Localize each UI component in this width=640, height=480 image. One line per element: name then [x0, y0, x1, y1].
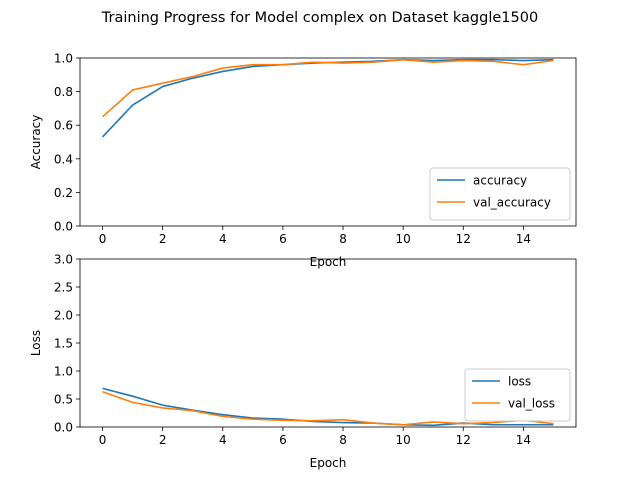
loss-x-tick-label: 6	[279, 433, 287, 447]
accuracy-y-tick-label: 0.8	[54, 85, 73, 99]
loss-plot-frame	[79, 258, 577, 428]
loss-x-tick-label: 10	[396, 433, 411, 447]
accuracy-x-tick-label: 6	[279, 232, 287, 246]
series-line-accuracy	[101, 58, 554, 138]
accuracy-x-tick-label: 8	[339, 232, 347, 246]
legend-label-accuracy: accuracy	[473, 174, 527, 188]
accuracy-y-axis-label: Accuracy	[29, 115, 43, 170]
loss-x-tick-label: 12	[456, 433, 471, 447]
accuracy-x-tick-label: 0	[99, 232, 107, 246]
loss-x-tick-label: 0	[99, 433, 107, 447]
series-line-val-loss	[102, 390, 554, 426]
accuracy-subplot: 0 2 4 6 8 10 12 14 0.0 0.2 0.4 0.6 0.8 1.0 Epoch Accura…	[29, 52, 577, 269]
accuracy-y-tick-label: 0.4	[54, 152, 73, 166]
accuracy-y-tick-label: 0.6	[54, 119, 73, 133]
accuracy-x-tick-label: 12	[456, 232, 471, 246]
loss-y-tick-label: 0.0	[54, 421, 73, 435]
loss-x-tick-label: 14	[516, 433, 531, 447]
legend-label-val-loss: val_loss	[508, 397, 555, 411]
accuracy-x-axis-label: Epoch	[310, 255, 347, 269]
loss-y-tick-label: 0.5	[54, 393, 73, 407]
accuracy-x-tick-label: 4	[219, 232, 227, 246]
accuracy-legend	[429, 167, 571, 221]
accuracy-plot-frame	[79, 57, 577, 227]
accuracy-x-tick-label: 10	[396, 232, 411, 246]
loss-y-tick-label: 1.0	[54, 365, 73, 379]
loss-y-tick-label: 1.5	[54, 337, 73, 351]
accuracy-x-tick-label: 14	[516, 232, 531, 246]
loss-legend	[464, 368, 571, 422]
loss-y-axis-label: Loss	[29, 330, 43, 356]
accuracy-y-tick-label: 1.0	[54, 52, 73, 66]
loss-x-tick-label: 4	[219, 433, 227, 447]
figure-title: Training Progress for Model complex on D…	[101, 10, 538, 26]
loss-subplot: 0 2 4 6 8 10 12 14 0.0 0.5 1.0 1.5 2.0 2.5 3.0 Epoch Los…	[29, 253, 577, 470]
accuracy-y-tick-label: 0.0	[54, 220, 73, 234]
loss-y-tick-label: 2.5	[54, 281, 73, 295]
legend-label-val-accuracy: val_accuracy	[473, 196, 551, 210]
loss-x-tick-label: 2	[159, 433, 167, 447]
loss-x-axis-label: Epoch	[310, 456, 347, 470]
accuracy-y-tick-label: 0.2	[54, 186, 73, 200]
series-line-val-accuracy	[102, 58, 554, 118]
legend-label-loss: loss	[508, 375, 531, 389]
loss-y-tick-label: 2.0	[54, 309, 73, 323]
loss-y-tick-label: 3.0	[54, 253, 73, 267]
accuracy-x-tick-label: 2	[159, 232, 167, 246]
loss-x-tick-label: 8	[339, 433, 347, 447]
series-line-loss	[102, 387, 554, 427]
